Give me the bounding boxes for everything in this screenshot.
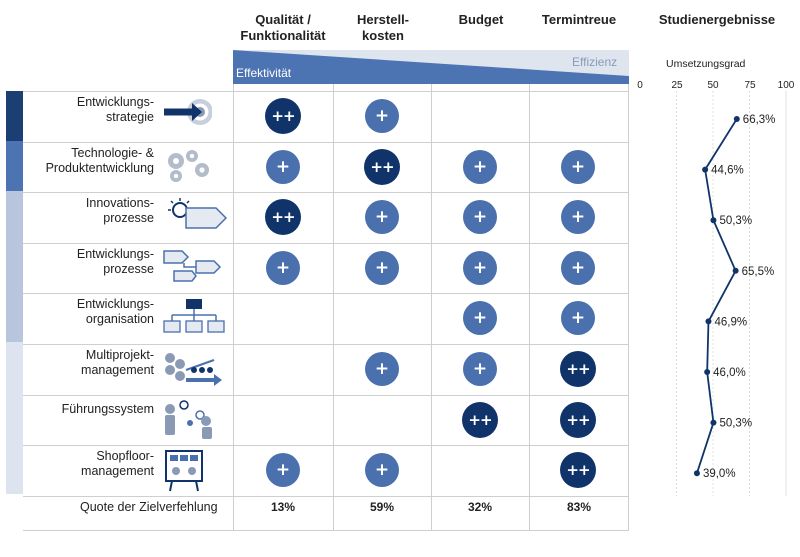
rating-plus: + bbox=[365, 352, 399, 386]
grid-vline-4 bbox=[529, 84, 530, 530]
efficiency-effectiveness-banner bbox=[233, 50, 629, 84]
process-flow-icon bbox=[162, 247, 228, 288]
chart-point bbox=[710, 217, 717, 224]
x-tick-50: 50 bbox=[707, 80, 719, 91]
col-header-studienergebnisse: Studienergebnisse bbox=[658, 12, 776, 27]
rating-plus: + bbox=[365, 99, 399, 133]
chart-value-label: 39,0% bbox=[703, 468, 736, 480]
grid-hline bbox=[23, 395, 629, 396]
chart-value-label: 50,3% bbox=[719, 215, 752, 227]
row-label: Shopfloor-management bbox=[81, 449, 154, 479]
rating-double-plus: ++ bbox=[560, 351, 596, 387]
org-chart-icon bbox=[162, 297, 228, 340]
rating-double-plus: ++ bbox=[560, 452, 596, 489]
quota-herstellkosten: 59% bbox=[369, 500, 395, 514]
row-label: Entwicklungs-strategie bbox=[76, 95, 154, 124]
grid-hline bbox=[23, 344, 629, 345]
multiproject-icon bbox=[162, 348, 224, 393]
col-header-termintreue: Termintreue bbox=[541, 12, 617, 27]
grid-vline-5 bbox=[628, 84, 629, 530]
chart-point bbox=[733, 116, 740, 122]
col-header-budget: Budget bbox=[458, 12, 504, 27]
grid-hline bbox=[23, 496, 629, 497]
chart-point bbox=[693, 470, 700, 477]
sidebar-segment-4 bbox=[6, 342, 23, 494]
chart-point bbox=[710, 419, 717, 426]
gears-icon bbox=[162, 146, 212, 191]
grid-hline bbox=[23, 243, 629, 244]
rating-plus: + bbox=[561, 301, 595, 336]
x-tick-25: 25 bbox=[671, 80, 683, 91]
row-label: Entwicklungs-prozesse bbox=[76, 246, 154, 276]
chart-point bbox=[732, 267, 739, 274]
grid-vline-2 bbox=[333, 84, 334, 530]
x-tick-0: 0 bbox=[637, 80, 643, 91]
target-arrow-icon bbox=[162, 95, 213, 134]
rating-double-plus: ++ bbox=[560, 401, 596, 438]
rating-plus: + bbox=[365, 250, 399, 285]
shopfloor-board-icon bbox=[162, 449, 206, 498]
quota-termintreue: 83% bbox=[566, 500, 592, 514]
grid-vline-3 bbox=[431, 84, 432, 530]
grid-hline bbox=[23, 91, 629, 92]
chart-value-label: 65,5% bbox=[742, 266, 775, 278]
row-label: Technologie- & Produktentwicklung bbox=[45, 145, 154, 175]
grid-hline bbox=[23, 293, 629, 294]
chart-title: Umsetzungsgrad bbox=[666, 58, 746, 70]
grid-hline-bottom bbox=[23, 530, 629, 531]
effizienz-label: Effizienz bbox=[572, 55, 618, 69]
chart-value-label: 46,0% bbox=[713, 367, 746, 379]
grid-hline bbox=[23, 445, 629, 446]
effektivitaet-label: Effektivität bbox=[236, 66, 292, 80]
row-label: Entwicklungs-organisation bbox=[76, 297, 154, 327]
rating-plus: + bbox=[463, 200, 497, 235]
grid-vline-1 bbox=[233, 84, 234, 530]
sidebar-segment-1 bbox=[6, 91, 23, 141]
umsetzungsgrad-line-chart: 66,3% 44,6% 50,3% 65,5% 46,9% 46,0% 50,3% 39,0% bbox=[676, 91, 787, 496]
col-header-qualitaet: Qualität / Funktionalität bbox=[240, 12, 326, 43]
chart-value-label: 66,3% bbox=[743, 114, 776, 126]
chart-series-line bbox=[696, 118, 738, 474]
chart-value-label: 44,6% bbox=[711, 165, 744, 177]
row-label: Innovations-prozesse bbox=[85, 196, 154, 226]
chart-point bbox=[705, 318, 712, 325]
chart-value-label: 46,9% bbox=[714, 316, 747, 328]
sidebar-segment-2 bbox=[6, 141, 23, 191]
quota-qualitaet: 13% bbox=[270, 500, 296, 514]
rating-plus: + bbox=[561, 149, 595, 184]
rating-plus: + bbox=[463, 352, 497, 386]
x-tick-75: 75 bbox=[744, 80, 756, 91]
rating-plus: + bbox=[561, 200, 595, 235]
chart-point bbox=[704, 369, 711, 375]
sidebar-segment-3 bbox=[6, 191, 23, 342]
rating-plus: + bbox=[463, 250, 497, 285]
col-header-herstellkosten: Herstell- kosten bbox=[356, 12, 410, 43]
rating-double-plus: ++ bbox=[265, 199, 301, 236]
rating-plus: + bbox=[365, 453, 399, 488]
grid-hline bbox=[23, 192, 629, 193]
rating-plus: + bbox=[266, 453, 300, 488]
grid-hline bbox=[23, 142, 629, 143]
row-label: Multiprojekt-management bbox=[81, 348, 154, 377]
chart-value-label: 50,3% bbox=[719, 418, 752, 430]
rating-double-plus: ++ bbox=[364, 148, 400, 185]
rating-plus: + bbox=[463, 149, 497, 184]
x-tick-100: 100 bbox=[777, 80, 795, 91]
rating-plus: + bbox=[365, 200, 399, 235]
rating-double-plus: ++ bbox=[265, 98, 301, 134]
lightbulb-process-icon bbox=[162, 196, 228, 241]
rating-plus: + bbox=[266, 149, 300, 184]
quota-label: Quote der Zielverfehlung bbox=[80, 500, 218, 514]
rating-plus: + bbox=[561, 250, 595, 285]
leadership-icon bbox=[162, 399, 222, 446]
rating-double-plus: ++ bbox=[462, 401, 498, 438]
rating-plus: + bbox=[463, 301, 497, 336]
chart-point bbox=[702, 166, 709, 173]
rating-plus: + bbox=[266, 250, 300, 285]
quota-budget: 32% bbox=[467, 500, 493, 514]
row-label: Führungssystem bbox=[61, 401, 154, 416]
